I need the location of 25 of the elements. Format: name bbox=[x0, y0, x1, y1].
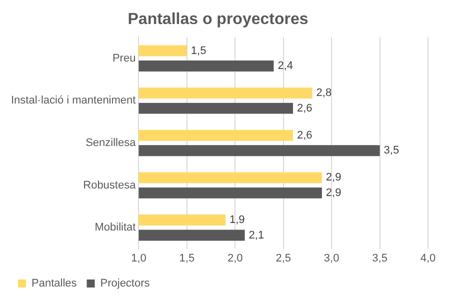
x-tick-label: 2,0 bbox=[228, 252, 243, 264]
y-tick-label: Instal·lació i manteniment bbox=[10, 94, 136, 107]
data-label: 2,9 bbox=[326, 186, 342, 199]
y-tick-label: Mobilitat bbox=[94, 222, 136, 234]
chart-title: Pantallas o proyectores bbox=[128, 11, 308, 28]
y-tick-label: Preu bbox=[112, 52, 136, 64]
data-label: 1,5 bbox=[190, 44, 206, 57]
legend-label: Projectors bbox=[100, 278, 150, 290]
x-tick-label: 1,5 bbox=[179, 252, 195, 264]
data-label: 2,6 bbox=[297, 129, 312, 142]
x-tick-label: 2,5 bbox=[276, 252, 292, 264]
x-tick-label: 4,0 bbox=[420, 252, 436, 264]
data-label: 3,5 bbox=[384, 144, 400, 157]
data-label: 2,8 bbox=[316, 87, 332, 100]
legend-label: Pantalles bbox=[32, 278, 78, 290]
data-label: 1,9 bbox=[230, 214, 245, 226]
x-tick-label: 1,0 bbox=[131, 252, 146, 264]
data-label: 2,4 bbox=[278, 60, 294, 72]
x-tick-label: 3,5 bbox=[372, 252, 388, 264]
data-label: 2,6 bbox=[297, 102, 312, 114]
y-tick-label: Robustesa bbox=[83, 179, 137, 192]
y-tick-label: Senzillesa bbox=[86, 137, 137, 150]
data-label: 2,1 bbox=[248, 229, 264, 242]
data-label: 2,9 bbox=[326, 172, 342, 184]
x-tick-label: 3,0 bbox=[324, 252, 340, 264]
